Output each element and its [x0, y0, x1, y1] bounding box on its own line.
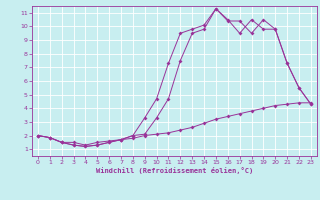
X-axis label: Windchill (Refroidissement éolien,°C): Windchill (Refroidissement éolien,°C) [96, 167, 253, 174]
